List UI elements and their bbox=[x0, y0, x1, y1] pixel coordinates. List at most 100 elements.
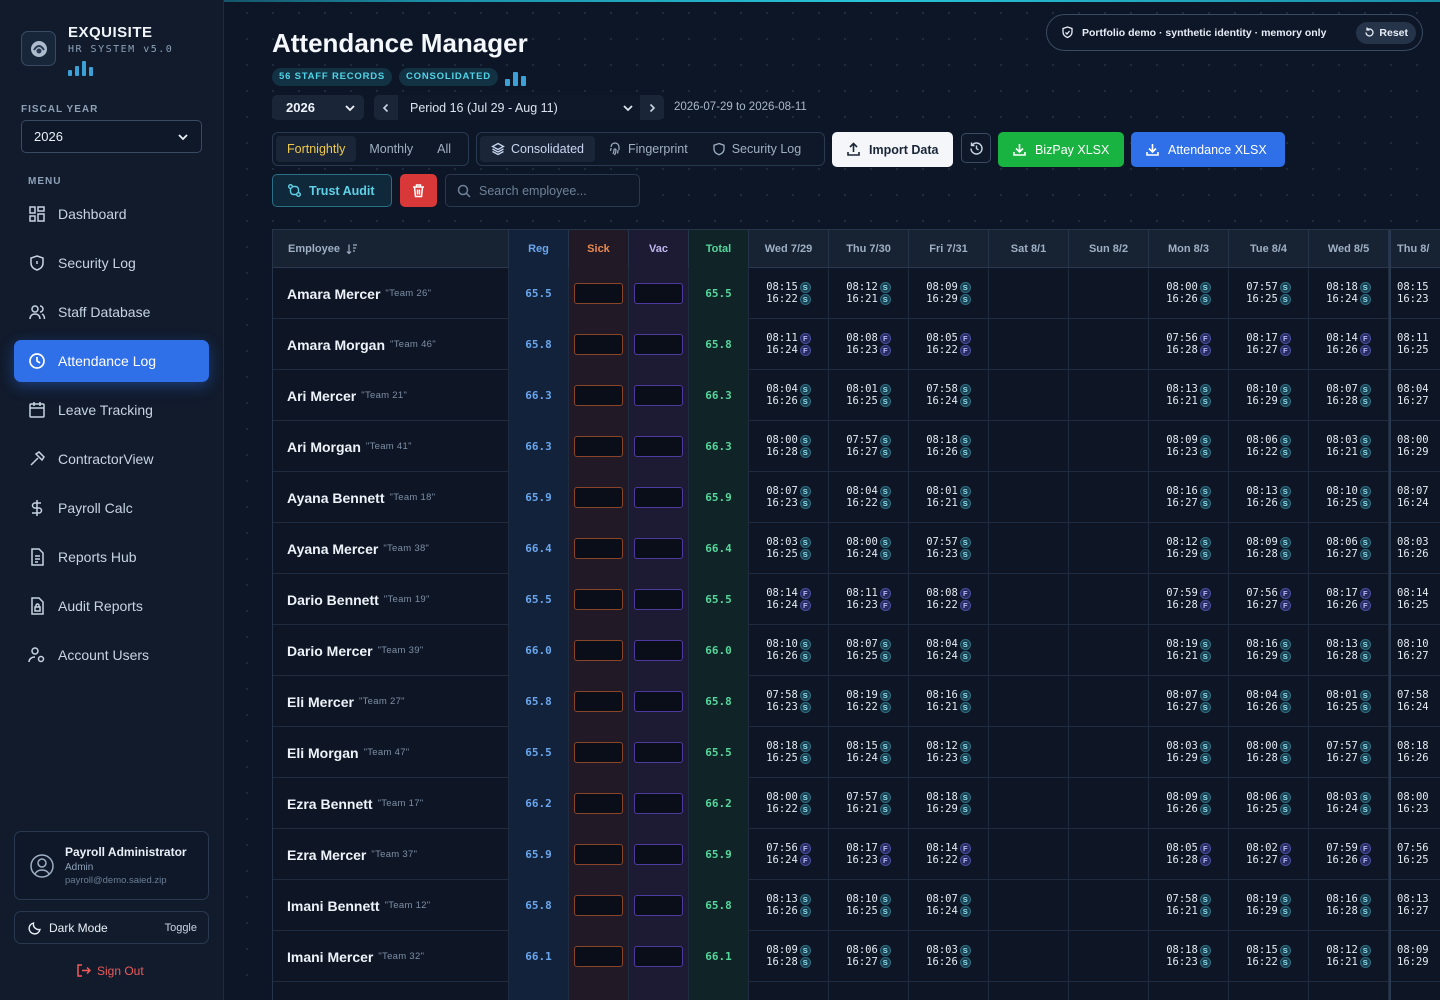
table-row[interactable]: Imani Mercer "Team 32" 66.1 66.1 08:09 S 16:28… bbox=[273, 931, 1440, 982]
vac-hours-input[interactable] bbox=[634, 844, 683, 865]
sick-hours-input[interactable] bbox=[574, 946, 623, 967]
day-cell[interactable]: 08:04 16:27 bbox=[1389, 370, 1440, 421]
day-cell[interactable] bbox=[1069, 523, 1149, 574]
day-cell[interactable]: 08:18 16:26 bbox=[1389, 727, 1440, 778]
sidebar-item-account-users[interactable]: Account Users bbox=[14, 634, 209, 676]
table-row[interactable]: Ayana Bennett "Team 18" 65.9 65.9 08:07 S 16:2… bbox=[273, 472, 1440, 523]
day-cell[interactable]: 08:19 S 16:29 S bbox=[1229, 880, 1309, 931]
day-cell[interactable] bbox=[989, 931, 1069, 982]
day-cell[interactable]: 08:12 S 16:29 S bbox=[1149, 523, 1229, 574]
day-cell[interactable] bbox=[989, 421, 1069, 472]
sick-hours-input[interactable] bbox=[574, 589, 623, 610]
day-cell[interactable]: 08:14 16:25 bbox=[1389, 574, 1440, 625]
day-cell[interactable]: 08:14 F 16:24 F bbox=[749, 574, 829, 625]
day-cell[interactable]: 07:56 F 16:24 F bbox=[749, 829, 829, 880]
year-select[interactable]: 2026 bbox=[272, 95, 364, 120]
day-cell[interactable]: 08:18 S 16:26 S bbox=[909, 421, 989, 472]
day-cell[interactable]: 08:07 S 16:27 S bbox=[1149, 676, 1229, 727]
sick-hours-input[interactable] bbox=[574, 334, 623, 355]
employee-cell[interactable] bbox=[273, 982, 509, 1000]
day-cell[interactable]: 08:00 16:23 bbox=[1389, 778, 1440, 829]
day-cell[interactable]: 08:14 bbox=[1149, 982, 1229, 1000]
day-cell[interactable] bbox=[1069, 421, 1149, 472]
day-cell[interactable]: 08:19 S 16:22 S bbox=[829, 676, 909, 727]
day-cell[interactable]: 08:07 S 16:23 S bbox=[749, 472, 829, 523]
day-cell[interactable]: 08:09 S 16:28 S bbox=[1229, 523, 1309, 574]
sidebar-item-security-log[interactable]: Security Log bbox=[14, 242, 209, 284]
import-data-button[interactable]: Import Data bbox=[832, 132, 953, 167]
dark-mode-toggle[interactable]: Dark Mode Toggle bbox=[14, 911, 209, 944]
table-row[interactable]: Eli Mercer "Team 27" 65.8 65.8 07:58 S 16:23 S 0… bbox=[273, 676, 1440, 727]
table-row[interactable]: Ezra Mercer "Team 37" 65.9 65.9 07:56 F 16:24 F… bbox=[273, 829, 1440, 880]
employee-cell[interactable]: Ayana Mercer "Team 38" bbox=[273, 523, 509, 574]
day-cell[interactable]: 08:03 16:26 bbox=[1389, 523, 1440, 574]
day-cell[interactable]: 08:05 F 16:28 F bbox=[1149, 829, 1229, 880]
day-cell[interactable] bbox=[989, 523, 1069, 574]
day-cell[interactable]: 08:12 S 16:21 S bbox=[1309, 931, 1389, 982]
source-fingerprint[interactable]: Fingerprint bbox=[597, 136, 699, 162]
day-cell[interactable]: 08:05 bbox=[749, 982, 829, 1000]
day-cell[interactable] bbox=[1069, 676, 1149, 727]
day-cell[interactable]: 08:03 S 16:21 S bbox=[1309, 421, 1389, 472]
employee-cell[interactable]: Imani Mercer "Team 32" bbox=[273, 931, 509, 982]
day-cell[interactable] bbox=[989, 625, 1069, 676]
day-cell[interactable]: 08:13 S 16:28 S bbox=[1309, 625, 1389, 676]
day-cell[interactable]: 08:09 S 16:29 S bbox=[909, 268, 989, 319]
day-cell[interactable]: 08:00 S 16:24 S bbox=[829, 523, 909, 574]
day-cell[interactable]: 08:18 S 16:24 S bbox=[1309, 268, 1389, 319]
vac-hours-input[interactable] bbox=[634, 946, 683, 967]
attendance-xlsx-button[interactable]: Attendance XLSX bbox=[1131, 132, 1285, 167]
day-cell[interactable]: 08:13 S 16:21 S bbox=[1149, 370, 1229, 421]
day-cell[interactable]: 08:17 F 16:26 F bbox=[1309, 574, 1389, 625]
vac-hours-input[interactable] bbox=[634, 691, 683, 712]
day-cell[interactable]: 07:56 F 16:27 F bbox=[1229, 574, 1309, 625]
employee-cell[interactable]: Ayana Bennett "Team 18" bbox=[273, 472, 509, 523]
table-row[interactable]: Amara Morgan "Team 46" 65.8 65.8 08:11 F 16:24… bbox=[273, 319, 1440, 370]
day-cell[interactable]: 08:07 S 16:28 S bbox=[1309, 370, 1389, 421]
employee-cell[interactable]: Ezra Mercer "Team 37" bbox=[273, 829, 509, 880]
day-cell[interactable]: 08:03 S 16:26 S bbox=[909, 931, 989, 982]
day-cell[interactable]: 08:13 S 16:26 S bbox=[749, 880, 829, 931]
day-cell[interactable]: 08:12 S 16:21 S bbox=[829, 268, 909, 319]
day-cell[interactable]: 08:00 S 16:26 S bbox=[1149, 268, 1229, 319]
sick-hours-input[interactable] bbox=[574, 487, 623, 508]
day-cell[interactable]: 07:59 bbox=[909, 982, 989, 1000]
day-cell[interactable]: 08:06 S 16:27 S bbox=[1309, 523, 1389, 574]
user-card[interactable]: Payroll Administrator Admin payroll@demo… bbox=[14, 831, 209, 900]
day-cell[interactable]: 08:03 S 16:25 S bbox=[749, 523, 829, 574]
sick-hours-input[interactable] bbox=[574, 385, 623, 406]
sick-hours-input[interactable] bbox=[574, 691, 623, 712]
sidebar-item-staff-database[interactable]: Staff Database bbox=[14, 291, 209, 333]
employee-cell[interactable]: Eli Morgan "Team 47" bbox=[273, 727, 509, 778]
vac-hours-input[interactable] bbox=[634, 283, 683, 304]
sick-hours-input[interactable] bbox=[574, 742, 623, 763]
day-cell[interactable]: 08:06 S 16:25 S bbox=[1229, 778, 1309, 829]
day-cell[interactable]: 07:57 S 16:27 S bbox=[829, 421, 909, 472]
employee-cell[interactable]: Amara Morgan "Team 46" bbox=[273, 319, 509, 370]
vac-hours-input[interactable] bbox=[634, 538, 683, 559]
source-security-log[interactable]: Security Log bbox=[701, 136, 812, 162]
day-cell[interactable]: 08:13 S 16:26 S bbox=[1229, 472, 1309, 523]
day-cell[interactable]: 08:00 S 16:28 S bbox=[749, 421, 829, 472]
day-cell[interactable]: 08:14 F 16:26 F bbox=[1309, 319, 1389, 370]
day-cell[interactable]: 08:15 S 16:22 S bbox=[1229, 931, 1309, 982]
bizpay-xlsx-button[interactable]: BizPay XLSX bbox=[998, 132, 1124, 167]
vac-hours-input[interactable] bbox=[634, 436, 683, 457]
day-cell[interactable]: 08:05 F 16:22 F bbox=[909, 319, 989, 370]
day-cell[interactable]: 08:11 F 16:24 F bbox=[749, 319, 829, 370]
next-period-button[interactable] bbox=[640, 95, 664, 120]
sick-hours-input[interactable] bbox=[574, 436, 623, 457]
day-cell[interactable]: 08:02 F 16:27 F bbox=[1229, 829, 1309, 880]
day-cell[interactable]: 08:12 S 16:23 S bbox=[909, 727, 989, 778]
view-monthly[interactable]: Monthly bbox=[369, 142, 414, 156]
day-cell[interactable]: 08:19 S 16:21 S bbox=[1149, 625, 1229, 676]
day-cell[interactable]: 07:59 F 16:26 F bbox=[1309, 829, 1389, 880]
day-cell[interactable] bbox=[989, 982, 1069, 1000]
table-row[interactable]: Ayana Mercer "Team 38" 66.4 66.4 08:03 S 16:25… bbox=[273, 523, 1440, 574]
col-employee[interactable]: Employee bbox=[273, 230, 509, 268]
sidebar-item-reports-hub[interactable]: Reports Hub bbox=[14, 536, 209, 578]
day-cell[interactable]: 08:03 S 16:24 S bbox=[1309, 778, 1389, 829]
day-cell[interactable]: 07:58 16:24 bbox=[1389, 676, 1440, 727]
day-cell[interactable]: 08:16 S 16:21 S bbox=[909, 676, 989, 727]
day-cell[interactable]: 08:04 S 16:26 S bbox=[1229, 676, 1309, 727]
